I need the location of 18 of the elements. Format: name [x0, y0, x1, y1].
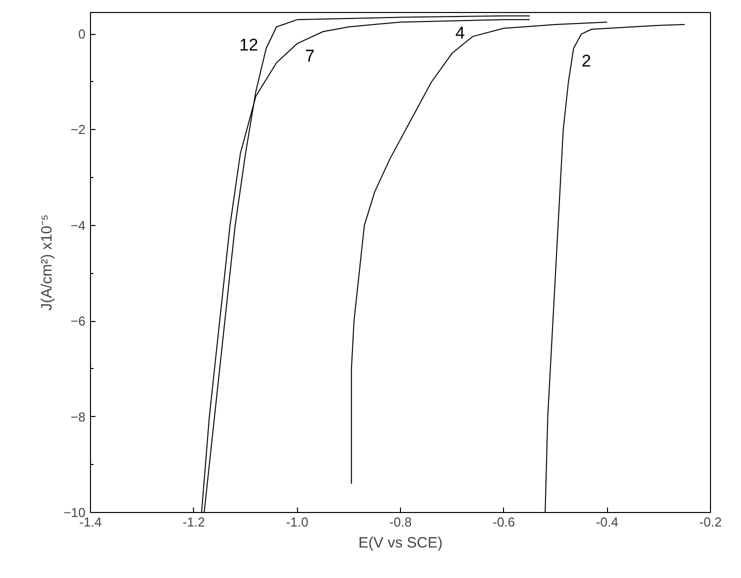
y-tick-label: −8 — [70, 409, 86, 424]
y-tick-label: −2 — [70, 122, 86, 138]
x-tick-label: -0.8 — [389, 514, 412, 530]
x-tick-label: -1.2 — [182, 514, 206, 530]
x-tick-label: -0.4 — [596, 514, 618, 530]
series-label: 4 — [455, 23, 465, 42]
y-tick-label: −4 — [70, 218, 86, 233]
series-label: 12 — [239, 35, 258, 54]
x-tick-label: -0.6 — [492, 514, 516, 530]
y-tick-label: 0 — [78, 26, 86, 42]
series-label: 2 — [582, 51, 592, 70]
y-axis-title: J(A/cm²) x10⁻⁵ — [38, 214, 56, 311]
series-label: 7 — [305, 46, 315, 66]
x-tick-label: -0.2 — [699, 514, 722, 530]
y-tick-label: −6 — [70, 314, 86, 329]
x-tick-label: -1.0 — [286, 514, 308, 530]
y-tick-label: −10 — [63, 505, 86, 520]
x-axis-title: E(V vs SCE) — [358, 534, 443, 552]
